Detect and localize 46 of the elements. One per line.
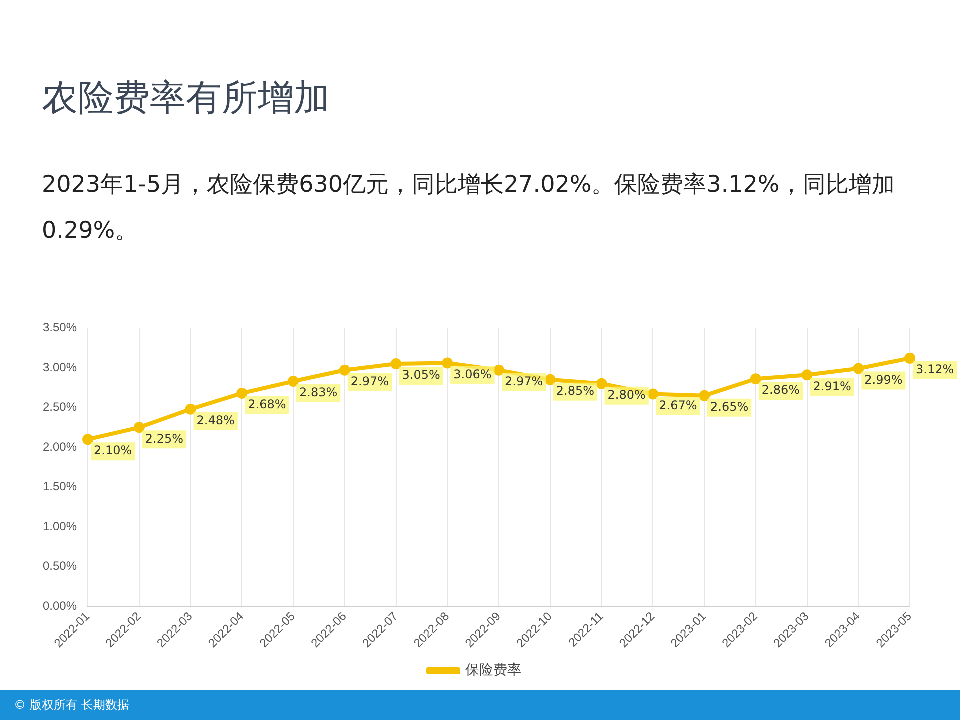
data-label: 2.80% [608,388,646,402]
point [648,388,659,400]
y-tick-label: 0.00% [42,598,78,613]
y-tick-label: 1.50% [42,480,78,494]
data-label: 2.65% [710,400,749,414]
point [339,364,350,376]
data-label: 2.86% [762,383,800,398]
point [494,364,505,376]
point [596,378,608,390]
point [699,390,710,402]
point [853,363,864,374]
data-label: 2.97% [505,374,544,388]
data-label: 3.12% [916,362,954,377]
y-tick-label: 0.50% [42,559,78,574]
point [904,352,916,364]
y-tick-label: 2.50% [42,400,78,414]
data-label: 2.10% [94,444,132,458]
point [236,388,248,399]
data-label: 2.67% [659,398,698,412]
point [134,422,145,434]
data-label: 2.68% [248,398,286,412]
data-label: 2.85% [556,384,595,398]
point [185,404,196,415]
data-label: 2.91% [813,379,852,394]
point [82,434,94,446]
y-tick-label: 3.00% [42,360,78,374]
point [288,376,300,388]
legend-label: 保险费率 [466,662,522,679]
chart-title: 农险费率有所增加 [42,77,330,121]
point [802,370,813,381]
point [750,374,762,385]
text: © 版权所有 长期数据 [14,698,130,712]
data-label: 2.99% [864,372,903,387]
data-label: 3.06% [454,367,492,382]
data-label: 2.97% [350,374,390,388]
chart-subtitle: 2023年1-5月，农险保费630亿元，同比增长27.02%。保险费率3.12%，同比增加0.29%。 [42,171,896,246]
point [390,358,402,370]
point [544,374,556,386]
data-label: 2.83% [300,386,338,400]
data-label: 2.25% [145,432,184,446]
data-label: 3.05% [402,368,440,382]
point [442,358,454,369]
y-tick-label: 1.00% [42,519,78,534]
y-tick-label: 3.50% [42,320,78,335]
y-tick-label: 2.00% [42,440,78,454]
data-label: 2.48% [196,413,235,428]
